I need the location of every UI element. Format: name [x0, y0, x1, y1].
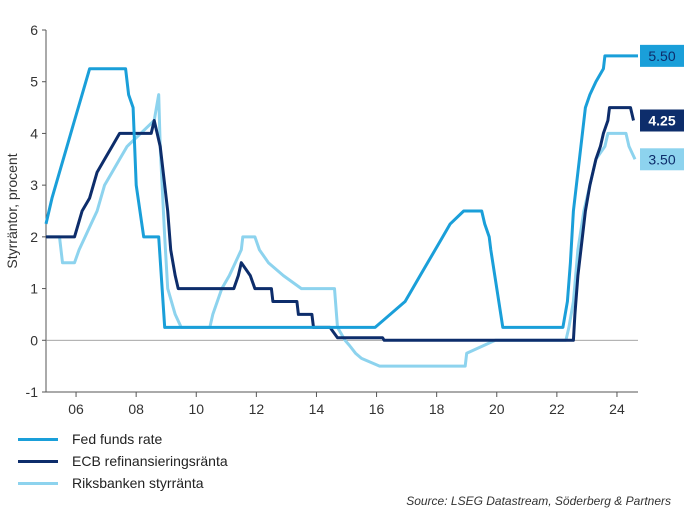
y-axis-label: Styrräntor, procent — [4, 153, 20, 268]
legend-swatch-riksbank — [18, 481, 58, 485]
x-tick-label: 14 — [309, 401, 325, 417]
end-label-1: 4.25 — [648, 113, 675, 129]
end-label-box-0 — [640, 44, 684, 67]
x-tick-label: 22 — [549, 401, 565, 417]
series-line-0 — [44, 54, 638, 329]
y-tick-label: -1 — [26, 384, 39, 400]
y-tick-label: 2 — [30, 229, 38, 245]
legend-label-riksbank: Riksbanken styrränta — [72, 475, 204, 491]
x-tick-label: 16 — [369, 401, 385, 417]
x-tick-label: 06 — [68, 401, 84, 417]
legend: Fed funds rate ECB refinansieringsränta … — [18, 428, 228, 494]
y-tick-label: 5 — [30, 74, 38, 90]
y-tick-label: 1 — [30, 281, 38, 297]
end-labels: 5.50 4.25 3.50 — [640, 44, 684, 171]
y-tick-label: 3 — [30, 177, 38, 193]
series-line-1 — [46, 106, 635, 342]
series-line-2 — [46, 93, 637, 368]
x-tick-label: 18 — [429, 401, 445, 417]
legend-swatch-ecb — [18, 459, 58, 463]
y-tick-label: 0 — [30, 332, 38, 348]
legend-label-ecb: ECB refinansieringsränta — [72, 453, 228, 469]
end-label-box-1 — [640, 109, 684, 132]
y-axis: -1 0 1 2 3 4 5 6 — [26, 22, 47, 400]
x-tick-label: 08 — [128, 401, 144, 417]
end-label-2: 3.50 — [648, 151, 675, 167]
legend-swatch-fed — [18, 437, 58, 441]
x-tick-label: 10 — [188, 401, 204, 417]
legend-label-fed: Fed funds rate — [72, 431, 163, 447]
legend-item-riksbank: Riksbanken styrränta — [18, 472, 228, 494]
x-tick-label: 24 — [609, 401, 625, 417]
end-label-box-2 — [640, 148, 684, 171]
end-label-0: 5.50 — [648, 48, 675, 64]
series-lines — [44, 54, 638, 368]
source-note: Source: LSEG Datastream, Söderberg & Par… — [406, 494, 671, 508]
x-tick-label: 12 — [249, 401, 265, 417]
y-tick-label: 4 — [30, 125, 38, 141]
legend-item-fed: Fed funds rate — [18, 428, 228, 450]
x-tick-label: 20 — [489, 401, 505, 417]
y-tick-label: 6 — [30, 22, 38, 38]
x-axis: 06 08 10 12 14 16 18 20 22 24 — [46, 339, 638, 417]
legend-item-ecb: ECB refinansieringsränta — [18, 450, 228, 472]
